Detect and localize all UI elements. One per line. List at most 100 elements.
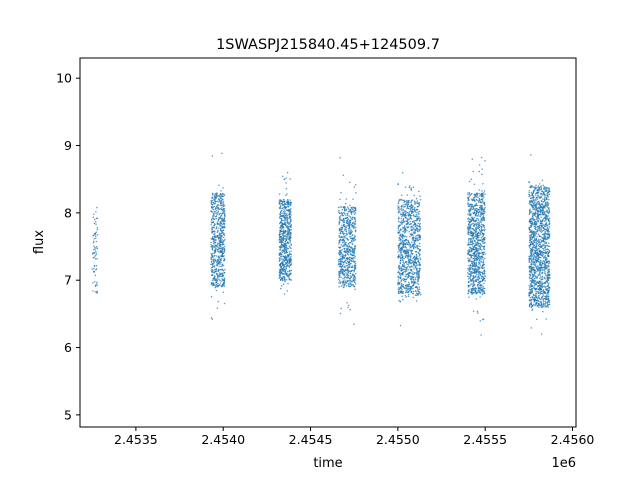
data-point [468, 226, 471, 228]
data-point [278, 241, 281, 244]
data-point [471, 265, 474, 268]
data-point [410, 276, 412, 278]
data-point [472, 310, 475, 312]
data-point [416, 272, 418, 275]
data-point [546, 274, 549, 276]
data-point [469, 268, 471, 271]
data-point [402, 279, 405, 282]
data-point [287, 227, 289, 230]
data-point [219, 222, 222, 224]
data-point [407, 259, 410, 261]
data-point [341, 252, 343, 254]
data-point [409, 289, 412, 291]
data-point [418, 202, 421, 204]
data-point [542, 191, 544, 193]
data-point [398, 267, 400, 269]
data-point [468, 229, 470, 231]
data-point [285, 267, 287, 269]
data-point [216, 260, 218, 263]
data-point [480, 275, 483, 278]
data-point [211, 219, 213, 221]
data-point [406, 206, 409, 208]
data-point [351, 206, 353, 208]
data-point [210, 258, 212, 260]
data-point [414, 222, 417, 225]
data-point [95, 231, 98, 233]
data-point [212, 206, 214, 208]
data-point [93, 252, 96, 254]
data-point [533, 261, 536, 263]
data-point [467, 202, 469, 205]
data-point [404, 281, 406, 283]
data-point [92, 241, 95, 244]
data-point [222, 187, 224, 189]
data-point [398, 244, 401, 246]
data-point [468, 266, 471, 269]
data-point [352, 260, 355, 262]
data-point [289, 199, 292, 201]
data-point [290, 262, 293, 264]
data-point [469, 237, 472, 240]
data-point [346, 301, 348, 304]
data-point [402, 245, 404, 248]
data-point [476, 194, 478, 197]
data-point [409, 290, 411, 292]
data-point [399, 258, 402, 260]
data-point [481, 265, 484, 267]
data-point [349, 181, 351, 184]
data-point [401, 295, 403, 297]
data-point [211, 263, 214, 265]
data-point [282, 233, 284, 236]
data-point [470, 223, 473, 226]
data-point [338, 217, 341, 220]
data-point [397, 282, 399, 285]
data-point [479, 319, 482, 322]
data-point [283, 242, 286, 245]
data-point [413, 194, 416, 197]
data-point [349, 283, 352, 286]
data-point [283, 204, 285, 206]
data-point [531, 309, 533, 312]
data-point [407, 211, 409, 214]
data-point [480, 223, 483, 225]
data-points [91, 152, 551, 336]
data-point [290, 272, 292, 274]
data-point [481, 190, 483, 192]
data-point [339, 219, 341, 221]
data-point [280, 258, 283, 260]
data-point [418, 236, 420, 239]
data-point [538, 226, 541, 229]
data-point [338, 259, 340, 261]
data-point [477, 287, 480, 289]
data-point [467, 239, 470, 241]
data-point [410, 259, 412, 261]
data-point [484, 206, 486, 209]
data-point [338, 239, 341, 242]
data-point [540, 219, 542, 221]
data-point [472, 234, 475, 237]
data-point [210, 245, 212, 248]
data-point [342, 277, 344, 280]
data-point [338, 279, 341, 282]
data-point [414, 251, 417, 253]
data-point [223, 218, 226, 220]
data-point [407, 254, 409, 257]
data-point [211, 245, 214, 248]
data-point [478, 242, 480, 245]
data-point [474, 230, 477, 232]
data-point [471, 262, 473, 264]
data-point [471, 216, 473, 219]
data-point [338, 272, 341, 274]
data-point [405, 249, 408, 252]
data-point [281, 240, 283, 243]
data-point [528, 193, 530, 196]
data-point [219, 224, 221, 227]
data-point [416, 218, 418, 221]
data-point [411, 206, 413, 209]
data-point [534, 198, 537, 200]
data-point [471, 291, 473, 293]
data-point [468, 259, 471, 261]
data-point [223, 193, 225, 196]
data-point [285, 237, 287, 240]
data-point [341, 208, 343, 211]
